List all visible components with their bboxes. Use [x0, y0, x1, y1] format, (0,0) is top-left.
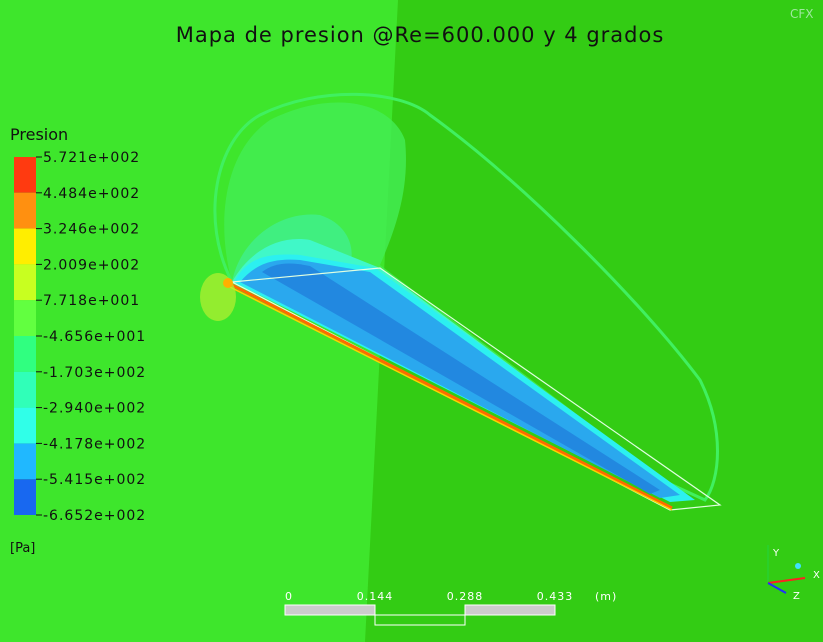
- legend-label: -5.415e+002: [43, 472, 146, 488]
- z-axis-arrow: [767, 582, 787, 594]
- color-swatch: [14, 157, 36, 193]
- low-pressure-core: [262, 263, 660, 494]
- legend-unit: [Pa]: [10, 541, 35, 556]
- color-swatch: [14, 228, 36, 265]
- legend-label: 7.718e+001: [43, 293, 140, 309]
- legend-label: -4.656e+001: [43, 329, 146, 345]
- contour-region: [224, 102, 690, 500]
- color-bar: [14, 157, 36, 515]
- color-swatch: [14, 264, 36, 301]
- color-swatch: [14, 443, 36, 480]
- color-swatch: [14, 407, 36, 444]
- scale-segment: [284, 604, 376, 616]
- legend-labels: 5.721e+002 4.484e+002 3.246e+002 2.009e+002…: [36, 150, 146, 524]
- scale-label: 0.144: [357, 590, 394, 603]
- axis-label: X: [813, 570, 820, 581]
- scale-segment: [464, 604, 556, 616]
- scale-labels: 0 0.144 0.288 0.433 (m): [285, 590, 617, 603]
- scale-label: 0: [285, 590, 293, 603]
- tip-vortex-contour: [213, 92, 719, 502]
- background-shade: [365, 0, 823, 642]
- legend-label: 3.246e+002: [43, 222, 140, 238]
- scale-bar: [284, 604, 556, 626]
- x-axis-arrow: [767, 577, 806, 584]
- title: Mapa de presion @Re=600.000 y 4 grados: [176, 23, 665, 47]
- axis-label: Y: [772, 548, 780, 559]
- color-swatch: [14, 300, 36, 336]
- legend-label: -2.940e+002: [43, 401, 146, 417]
- legend-label: -6.652e+002: [43, 508, 146, 524]
- leading-edge: [227, 281, 673, 510]
- scale-segment: [374, 614, 466, 626]
- leading-edge: [227, 285, 673, 511]
- axis-origin: [795, 563, 801, 569]
- color-swatch: [14, 479, 36, 515]
- legend-title: Presion: [10, 125, 68, 144]
- legend-label: 4.484e+002: [43, 186, 140, 202]
- legend-label: 2.009e+002: [43, 257, 140, 273]
- legend-label: -1.703e+002: [43, 365, 146, 381]
- scale-label: 0.433: [537, 590, 574, 603]
- scale-unit: (m): [595, 590, 617, 603]
- color-swatch: [14, 336, 36, 372]
- color-swatch: [14, 192, 36, 229]
- legend-label: 5.721e+002: [43, 150, 140, 166]
- axis-label: Z: [793, 591, 800, 602]
- legend-label: -4.178e+002: [43, 436, 146, 452]
- logo: CFX: [790, 7, 814, 21]
- stagnation-point: [223, 278, 233, 288]
- scale-label: 0.288: [447, 590, 484, 603]
- color-swatch: [14, 371, 36, 408]
- axis-triad: Y X Z: [767, 545, 820, 602]
